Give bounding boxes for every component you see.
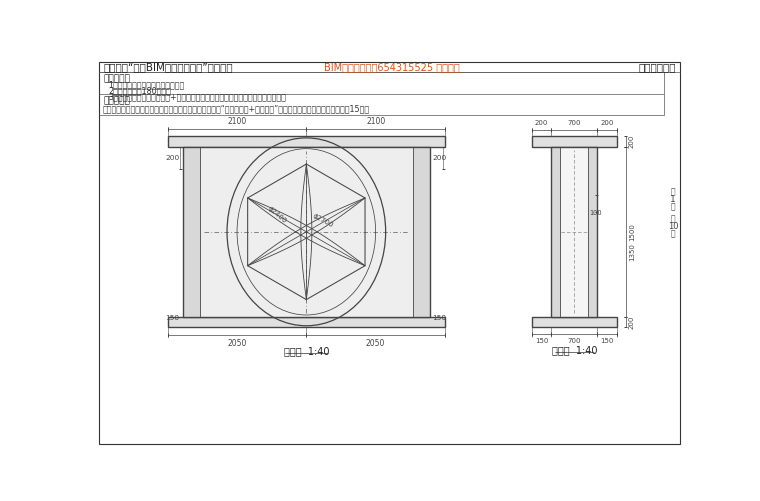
Bar (588, 147, 597, 317)
Bar (413, 147, 429, 317)
Text: 主视图  1:40: 主视图 1:40 (283, 346, 329, 356)
Text: ϕ2400: ϕ2400 (267, 205, 287, 224)
Text: 200: 200 (165, 155, 179, 161)
Text: 2050: 2050 (366, 339, 385, 348)
Text: 200: 200 (629, 315, 635, 329)
Bar (551, 147, 597, 317)
Text: 100: 100 (590, 209, 603, 215)
Text: 200: 200 (600, 120, 614, 126)
Text: 中国图学学会: 中国图学学会 (638, 62, 676, 72)
Bar (551, 147, 560, 317)
Text: 150: 150 (432, 315, 447, 321)
Text: 页: 页 (670, 203, 675, 212)
Text: 一、根据给定尺寸建立六边形门洞模型，请将模型文件以“六边形门洞+考生姓名”为文件名保存到考生文件夹中。（15分）: 一、根据给定尺寸建立六边形门洞模型，请将模型文件以“六边形门洞+考生姓名”为文件… (103, 104, 370, 113)
Bar (168, 317, 445, 327)
Text: 150: 150 (165, 315, 179, 321)
Text: 2100: 2100 (366, 117, 385, 126)
Text: 700: 700 (568, 338, 581, 344)
Text: 第: 第 (670, 187, 675, 196)
Text: 侧视图  1:40: 侧视图 1:40 (552, 345, 597, 355)
Text: 1: 1 (670, 195, 676, 204)
Text: 200: 200 (629, 135, 635, 148)
Text: 第十四期“全国BIM技能等级考试”一级试题: 第十四期“全国BIM技能等级考试”一级试题 (103, 62, 233, 72)
Bar (532, 317, 616, 327)
Text: 2100: 2100 (227, 117, 247, 126)
Text: 150: 150 (600, 338, 614, 344)
Text: 200: 200 (535, 120, 548, 126)
Bar (168, 136, 445, 147)
Bar (532, 136, 616, 147)
Text: 10: 10 (667, 222, 678, 231)
Text: 1500: 1500 (629, 223, 635, 241)
Text: 700: 700 (568, 120, 581, 126)
Bar (200, 147, 413, 317)
Text: 1．考试方式：计算机操作，闭卷；: 1．考试方式：计算机操作，闭卷； (109, 80, 185, 89)
Text: 200: 200 (432, 155, 447, 161)
Text: 共: 共 (670, 214, 675, 223)
Text: 2．考试时间为180分钟；: 2．考试时间为180分钟； (109, 86, 171, 95)
Text: 1350: 1350 (629, 243, 635, 261)
Text: 试题部分：: 试题部分： (103, 96, 130, 105)
Bar (183, 147, 200, 317)
Bar (560, 147, 588, 317)
Text: 2050: 2050 (227, 339, 247, 348)
Text: ϕ2700: ϕ2700 (312, 212, 334, 228)
Text: BIM考试交流群：654315525 欢迎大家: BIM考试交流群：654315525 欢迎大家 (324, 62, 460, 72)
Bar (183, 147, 429, 317)
Text: 3．新建文件夹（以准考证号+姓名命名），用于存放本次考试中生成的全部文件。: 3．新建文件夹（以准考证号+姓名命名），用于存放本次考试中生成的全部文件。 (109, 93, 287, 102)
Text: 页: 页 (670, 229, 675, 238)
Text: 150: 150 (535, 338, 548, 344)
Text: 考试要求：: 考试要求： (103, 74, 130, 83)
